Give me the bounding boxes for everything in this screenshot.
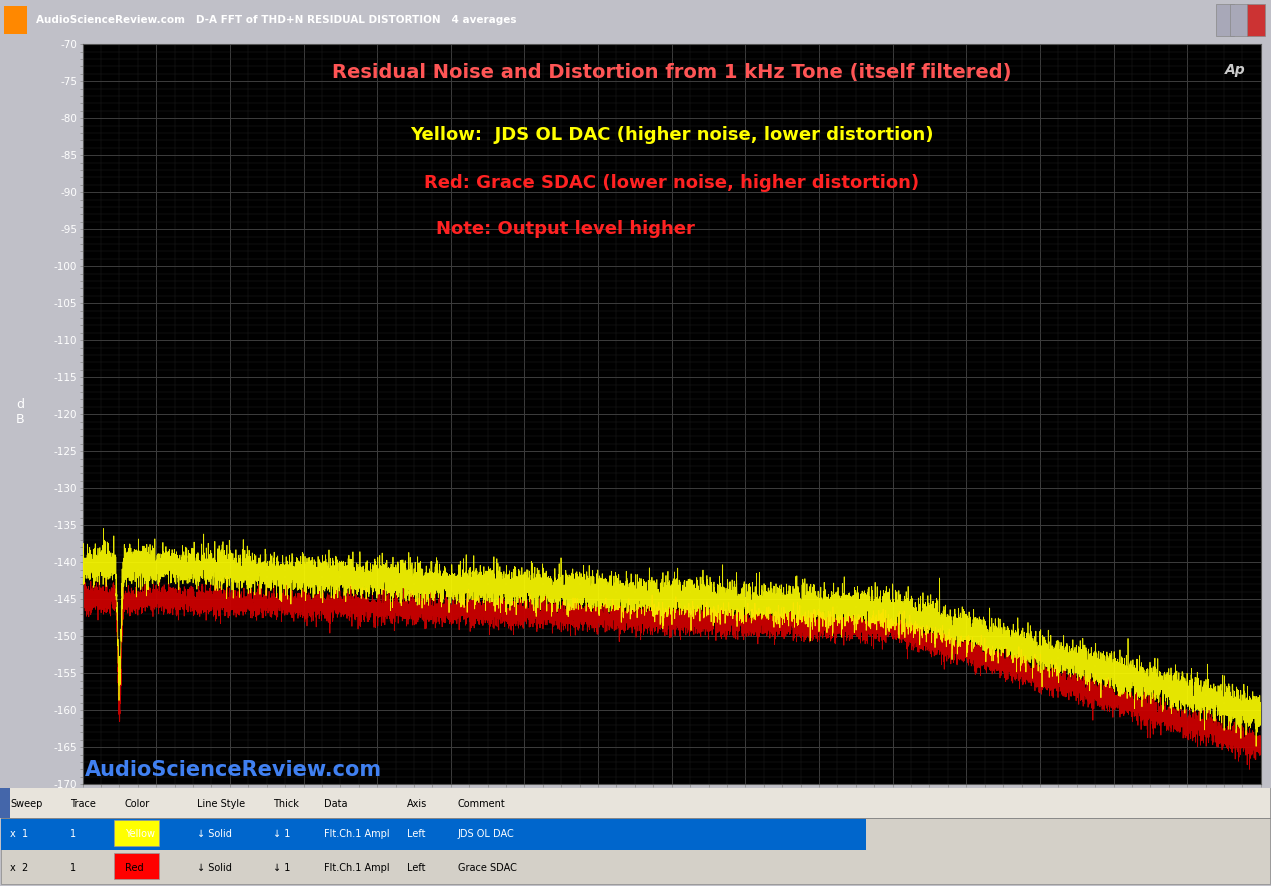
Bar [4,6,27,34]
Text: ↓ 1: ↓ 1 [273,863,291,873]
Text: Color: Color [125,799,150,809]
Text: Grace SDAC: Grace SDAC [458,863,516,873]
Bar [1230,4,1248,36]
Text: d
B: d B [15,398,24,426]
Text: x  2: x 2 [10,863,28,873]
Bar [1,788,1270,818]
Text: Flt.Ch.1 Ampl: Flt.Ch.1 Ampl [324,829,390,839]
Text: 1: 1 [70,863,76,873]
Text: Left: Left [407,863,426,873]
Text: Yellow:  JDS OL DAC (higher noise, lower distortion): Yellow: JDS OL DAC (higher noise, lower … [411,126,933,144]
Text: Residual Noise and Distortion from 1 kHz Tone (itself filtered): Residual Noise and Distortion from 1 kHz… [332,63,1012,82]
Text: AudioScienceReview.com: AudioScienceReview.com [85,760,383,781]
Text: Line Style: Line Style [197,799,245,809]
Bar [1247,4,1265,36]
Text: Thick: Thick [273,799,299,809]
Text: Sweep: Sweep [10,799,42,809]
Text: x  1: x 1 [10,829,28,839]
Text: AudioScienceReview.com   D-A FFT of THD+N RESIDUAL DISTORTION   4 averages: AudioScienceReview.com D-A FFT of THD+N … [36,15,516,25]
Text: Left: Left [407,829,426,839]
Text: Note: Output level higher: Note: Output level higher [436,221,695,238]
Text: JDS OL DAC: JDS OL DAC [458,829,515,839]
Text: Yellow: Yellow [125,829,155,839]
Text: 1: 1 [70,829,76,839]
X-axis label: Hz: Hz [663,805,680,819]
Bar [1,819,866,850]
Text: Comment: Comment [458,799,506,809]
Text: ↓ Solid: ↓ Solid [197,829,231,839]
Bar [0,788,10,818]
Text: Trace: Trace [70,799,95,809]
Text: Data: Data [324,799,347,809]
Text: Red: Grace SDAC (lower noise, higher distortion): Red: Grace SDAC (lower noise, higher dis… [425,174,919,191]
Text: Flt.Ch.1 Ampl: Flt.Ch.1 Ampl [324,863,390,873]
Text: Ap: Ap [1225,63,1246,77]
Text: ↓ Solid: ↓ Solid [197,863,231,873]
Text: Red: Red [125,863,144,873]
Bar [114,820,159,846]
Text: Axis: Axis [407,799,427,809]
Text: ↓ 1: ↓ 1 [273,829,291,839]
Bar [114,853,159,879]
Bar [1216,4,1234,36]
